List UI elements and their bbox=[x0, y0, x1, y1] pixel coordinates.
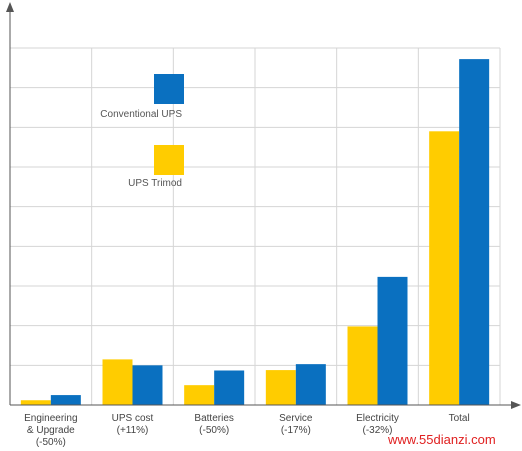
legend-swatch bbox=[154, 145, 184, 175]
x-tick-label: Total bbox=[449, 413, 470, 424]
x-tick-label: (-17%) bbox=[281, 425, 311, 436]
x-tick-label: Electricity bbox=[356, 413, 399, 424]
x-axis-arrow bbox=[511, 401, 521, 409]
watermark: www.55dianzi.com bbox=[387, 432, 496, 447]
bar-ups-trimod bbox=[102, 359, 133, 405]
x-tick-label: Engineering bbox=[24, 413, 77, 424]
bar-conventional-ups bbox=[214, 370, 245, 405]
bar-conventional-ups bbox=[295, 364, 326, 405]
legend: Conventional UPS UPS Trimod bbox=[100, 74, 184, 189]
x-tick-label: (-50%) bbox=[36, 437, 66, 448]
legend-label: Conventional UPS bbox=[100, 109, 182, 120]
gridlines bbox=[9, 47, 501, 405]
bar-ups-trimod bbox=[20, 400, 51, 405]
bars bbox=[20, 59, 490, 406]
x-tick-label: UPS cost bbox=[112, 413, 154, 424]
y-axis-arrow bbox=[6, 2, 14, 12]
x-tick-label: (-32%) bbox=[362, 425, 392, 436]
bar-conventional-ups bbox=[50, 395, 81, 405]
x-tick-label: & Upgrade bbox=[27, 425, 75, 436]
bar-conventional-ups bbox=[459, 59, 490, 406]
bar-ups-trimod bbox=[265, 370, 296, 405]
legend-label: UPS Trimod bbox=[128, 178, 182, 189]
bar-conventional-ups bbox=[132, 365, 163, 405]
bar-conventional-ups bbox=[377, 276, 408, 405]
bar-ups-trimod bbox=[429, 131, 460, 406]
bar-ups-trimod bbox=[347, 326, 378, 405]
x-tick-label: Service bbox=[279, 413, 313, 424]
x-tick-label: (-50%) bbox=[199, 425, 229, 436]
category-labels: Engineering& Upgrade(-50%)UPS cost(+11%)… bbox=[24, 413, 470, 448]
x-tick-label: Batteries bbox=[194, 413, 233, 424]
x-tick-label: (+11%) bbox=[117, 425, 149, 436]
legend-swatch bbox=[154, 74, 184, 104]
axes bbox=[6, 2, 521, 409]
bar-ups-trimod bbox=[184, 385, 215, 405]
